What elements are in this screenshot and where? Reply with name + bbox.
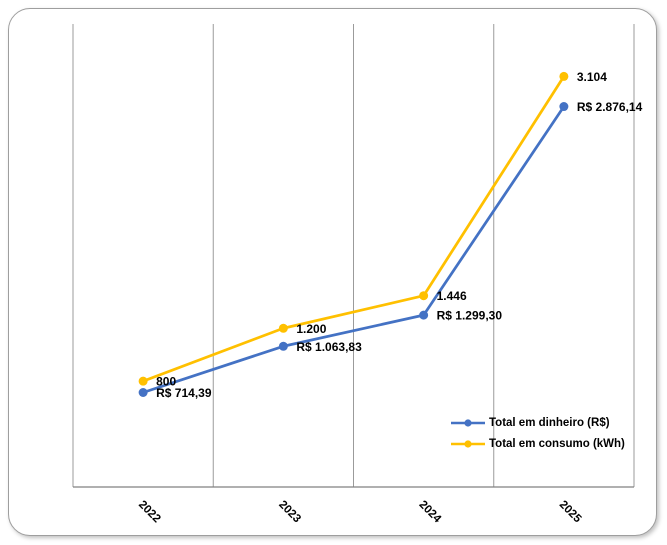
data-point[interactable] — [419, 291, 429, 301]
data-label: 1.200 — [296, 322, 326, 336]
x-tick-label: 2022 — [136, 499, 163, 526]
legend-item-total-consumo[interactable]: Total em consumo (kWh) — [451, 438, 625, 450]
series-line-0 — [141, 105, 566, 394]
data-point[interactable] — [419, 310, 429, 320]
legend-item-total-dinheiro[interactable]: Total em dinheiro (R$) — [451, 417, 625, 429]
data-label: 1.446 — [437, 289, 467, 303]
data-label: 800 — [156, 375, 176, 389]
data-point[interactable] — [278, 341, 288, 351]
legend-line-marker-icon — [451, 419, 485, 427]
x-tick-label: 2024 — [417, 499, 444, 526]
x-tick-label: 2025 — [557, 499, 584, 526]
legend-line-marker-icon — [451, 440, 485, 448]
data-point[interactable] — [278, 323, 288, 333]
data-label: R$ 1.063,83 — [296, 340, 362, 354]
series-line-1 — [141, 75, 566, 383]
legend-label-total-dinheiro: Total em dinheiro (R$) — [489, 417, 610, 429]
data-label: R$ 2.876,14 — [577, 100, 643, 114]
data-label: R$ 1.299,30 — [437, 309, 503, 323]
data-point[interactable] — [138, 376, 148, 386]
chart-card — [8, 8, 657, 536]
data-point[interactable] — [559, 102, 569, 112]
data-label: R$ 714,39 — [156, 386, 212, 400]
legend-label-total-consumo: Total em consumo (kWh) — [489, 438, 625, 450]
data-label: 3.104 — [577, 70, 607, 84]
data-point[interactable] — [559, 71, 569, 81]
chart-legend: Total em dinheiro (R$) Total em consumo … — [451, 417, 625, 450]
data-point[interactable] — [138, 387, 148, 397]
x-tick-label: 2023 — [276, 499, 303, 526]
